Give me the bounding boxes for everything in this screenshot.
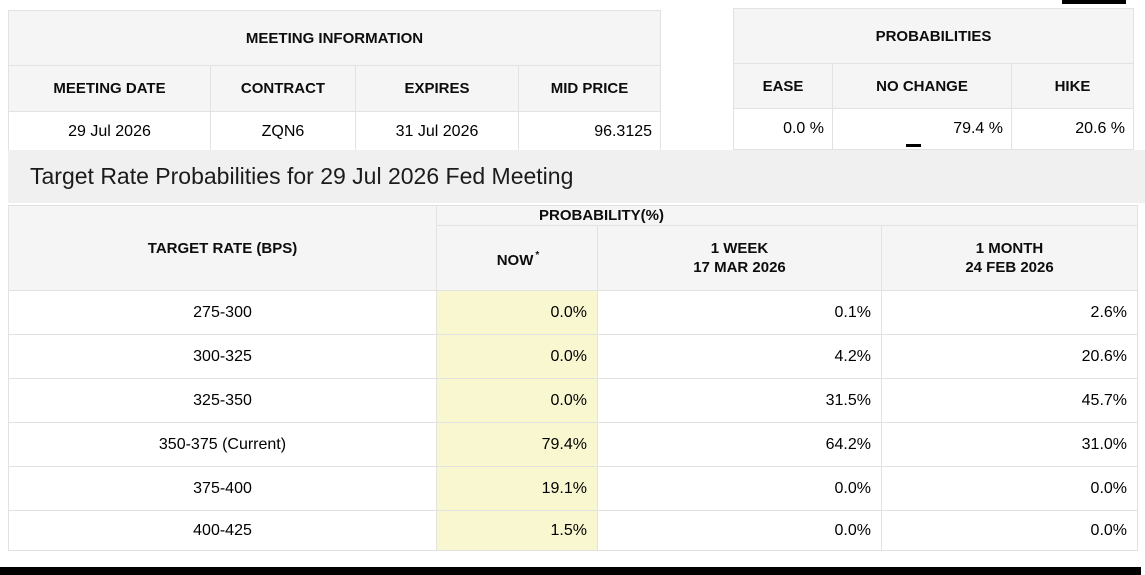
top-edge-artifact — [1062, 0, 1126, 4]
month-probability-cell: 45.7% — [880, 378, 1139, 423]
target-rate-bps-header: TARGET RATE (BPS) — [8, 205, 437, 291]
meeting-information-row: 29 Jul 2026 ZQN6 31 Jul 2026 96.3125 — [8, 111, 662, 153]
one-week-label: 1 WEEK — [710, 240, 769, 257]
month-probability-cell: 0.0% — [880, 510, 1139, 551]
rate-row-275-300: 275-300 0.0% 0.1% 2.6% — [8, 290, 1139, 335]
probability-percent-label: PROBABILITY(%) — [539, 207, 664, 224]
probabilities-row: 0.0 % 79.4 % 20.6 % — [733, 108, 1135, 150]
target-rate-cell: 400-425 — [8, 510, 437, 551]
mid-price-value: 96.3125 — [517, 111, 662, 153]
one-month-label: 1 MONTH — [975, 240, 1044, 257]
week-probability-cell: 0.0% — [597, 510, 882, 551]
hike-value: 20.6 % — [1010, 108, 1135, 150]
meeting-date-column-header: MEETING DATE — [8, 65, 211, 112]
contract-column-header: CONTRACT — [210, 65, 356, 112]
now-label: NOW — [496, 251, 534, 269]
one-month-date: 24 FEB 2026 — [965, 259, 1054, 276]
now-probability-cell: 0.0% — [436, 334, 598, 379]
now-probability-cell: 1.5% — [436, 510, 598, 551]
probabilities-table: PROBABILITIES EASE NO CHANGE HIKE 0.0 % … — [732, 8, 1135, 150]
rate-row-350-375-current: 350-375 (Current) 79.4% 64.2% 31.0% — [8, 422, 1139, 467]
target-rate-cell: 325-350 — [8, 378, 437, 423]
target-rate-cell: 300-325 — [8, 334, 437, 379]
week-probability-cell: 64.2% — [597, 422, 882, 467]
column-header-1-month: 1 MONTH 24 FEB 2026 — [880, 225, 1139, 291]
rate-row-375-400: 375-400 19.1% 0.0% 0.0% — [8, 466, 1139, 511]
page-title-bar: Target Rate Probabilities for 29 Jul 202… — [8, 150, 1145, 203]
one-week-date: 17 MAR 2026 — [693, 259, 786, 276]
contract-value: ZQN6 — [210, 111, 356, 153]
week-probability-cell: 0.1% — [597, 290, 882, 335]
week-probability-cell: 31.5% — [597, 378, 882, 423]
now-probability-cell: 0.0% — [436, 378, 598, 423]
probability-percent-header: PROBABILITY(%) — [435, 205, 1139, 226]
expires-value: 31 Jul 2026 — [355, 111, 519, 153]
month-probability-cell: 31.0% — [880, 422, 1139, 467]
target-rate-cell: 375-400 — [8, 466, 437, 511]
no-change-column-header: NO CHANGE — [832, 63, 1012, 109]
ease-value: 0.0 % — [733, 108, 833, 150]
meeting-date-value: 29 Jul 2026 — [8, 111, 211, 153]
bottom-edge-bar — [0, 567, 1141, 575]
meeting-information-title: MEETING INFORMATION — [7, 10, 662, 66]
now-probability-cell: 19.1% — [436, 466, 598, 511]
rate-row-325-350: 325-350 0.0% 31.5% 45.7% — [8, 378, 1139, 423]
target-rate-probabilities-table: TARGET RATE (BPS) PROBABILITY(%) NOW * 1 … — [8, 205, 1139, 551]
probabilities-title: PROBABILITIES — [732, 8, 1135, 64]
target-rate-cell: 275-300 — [8, 290, 437, 335]
month-probability-cell: 2.6% — [880, 290, 1139, 335]
rate-row-400-425: 400-425 1.5% 0.0% 0.0% — [8, 510, 1139, 551]
column-header-now: NOW * — [436, 225, 598, 291]
target-rate-cell: 350-375 (Current) — [8, 422, 437, 467]
expires-column-header: EXPIRES — [355, 65, 519, 112]
month-probability-cell: 0.0% — [880, 466, 1139, 511]
now-footnote-asterisk: * — [535, 249, 540, 261]
page-title: Target Rate Probabilities for 29 Jul 202… — [30, 163, 574, 189]
week-probability-cell: 4.2% — [597, 334, 882, 379]
dash-artifact — [906, 144, 921, 147]
ease-column-header: EASE — [733, 63, 833, 109]
week-probability-cell: 0.0% — [597, 466, 882, 511]
column-header-1-week: 1 WEEK 17 MAR 2026 — [597, 225, 882, 291]
hike-column-header: HIKE — [1010, 63, 1135, 109]
now-probability-cell: 79.4% — [436, 422, 598, 467]
now-probability-cell: 0.0% — [436, 290, 598, 335]
mid-price-column-header: MID PRICE — [517, 65, 662, 112]
no-change-value: 79.4 % — [832, 108, 1012, 150]
meeting-information-table: MEETING INFORMATION MEETING DATE CONTRAC… — [7, 10, 662, 153]
month-probability-cell: 20.6% — [880, 334, 1139, 379]
rate-row-300-325: 300-325 0.0% 4.2% 20.6% — [8, 334, 1139, 379]
